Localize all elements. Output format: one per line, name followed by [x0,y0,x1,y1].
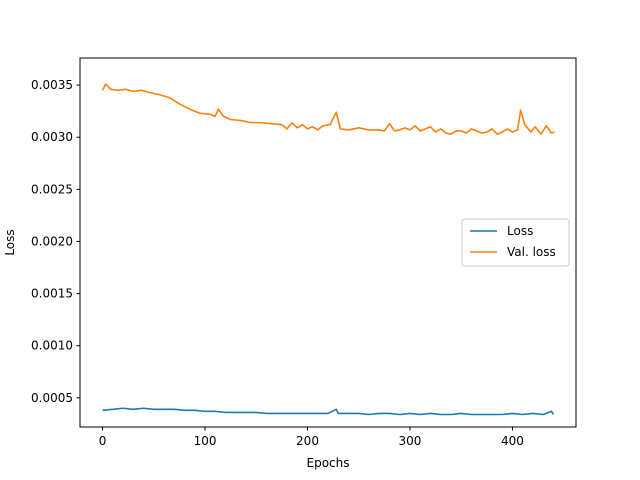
legend-label: Loss [507,224,533,238]
x-axis: 0 100 200 300 400 [99,427,524,448]
x-tick-label: 300 [399,434,422,448]
series-line-loss [102,407,555,416]
series-layer [101,83,555,416]
x-axis-label: Epochs [307,456,350,470]
legend-label: Val. loss [507,245,556,259]
x-tick-label: 200 [296,434,319,448]
axes-frame [79,57,577,428]
y-tick-label: 0.0025 [31,182,73,196]
y-tick-label: 0.0015 [31,287,73,301]
y-tick-label: 0.0030 [31,130,73,144]
series-line-val-loss [101,83,555,135]
y-tick-label: 0.0035 [31,78,73,92]
y-tick-label: 0.0005 [31,391,73,405]
y-axis-label: Loss [3,229,17,255]
x-tick-label: 400 [501,434,524,448]
y-tick-label: 0.0010 [31,339,73,353]
legend: Loss Val. loss [461,218,570,267]
x-tick-label: 0 [99,434,107,448]
y-tick-label: 0.0020 [31,234,73,248]
x-tick-label: 100 [194,434,217,448]
y-axis: 0.0005 0.0010 0.0015 0.0020 0.0025 0.0030 0.00… [31,78,80,405]
